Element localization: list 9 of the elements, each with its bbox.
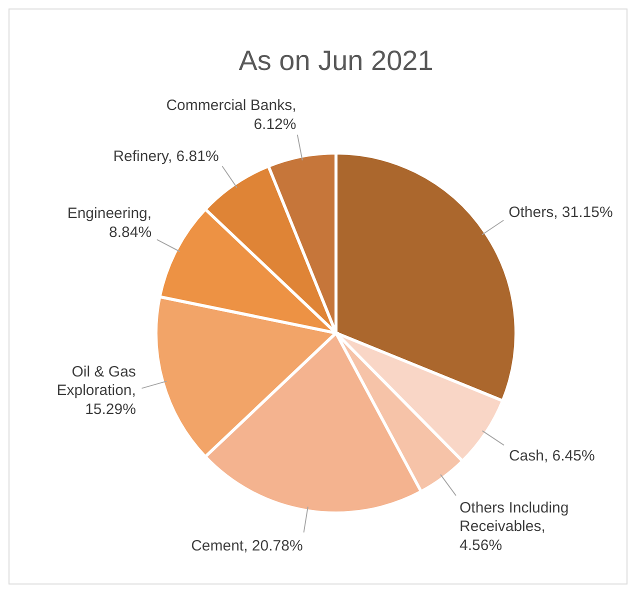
slice-label: Engineering, 8.84% [67, 205, 152, 241]
slice-label: Cash, 6.45% [508, 448, 595, 465]
slice-label: Others Including Receivables, 4.56% [460, 499, 569, 554]
chart-title: As on Jun 2021 [238, 45, 434, 76]
slice-label: Cement, 20.78% [191, 537, 303, 554]
slice-label: Commercial Banks, 6.12% [166, 97, 296, 133]
slice-label: Others, 31.15% [508, 204, 613, 221]
slice-label: Refinery, 6.81% [113, 148, 219, 166]
slice-label: Oil & Gas Exploration, 15.29% [56, 363, 136, 418]
